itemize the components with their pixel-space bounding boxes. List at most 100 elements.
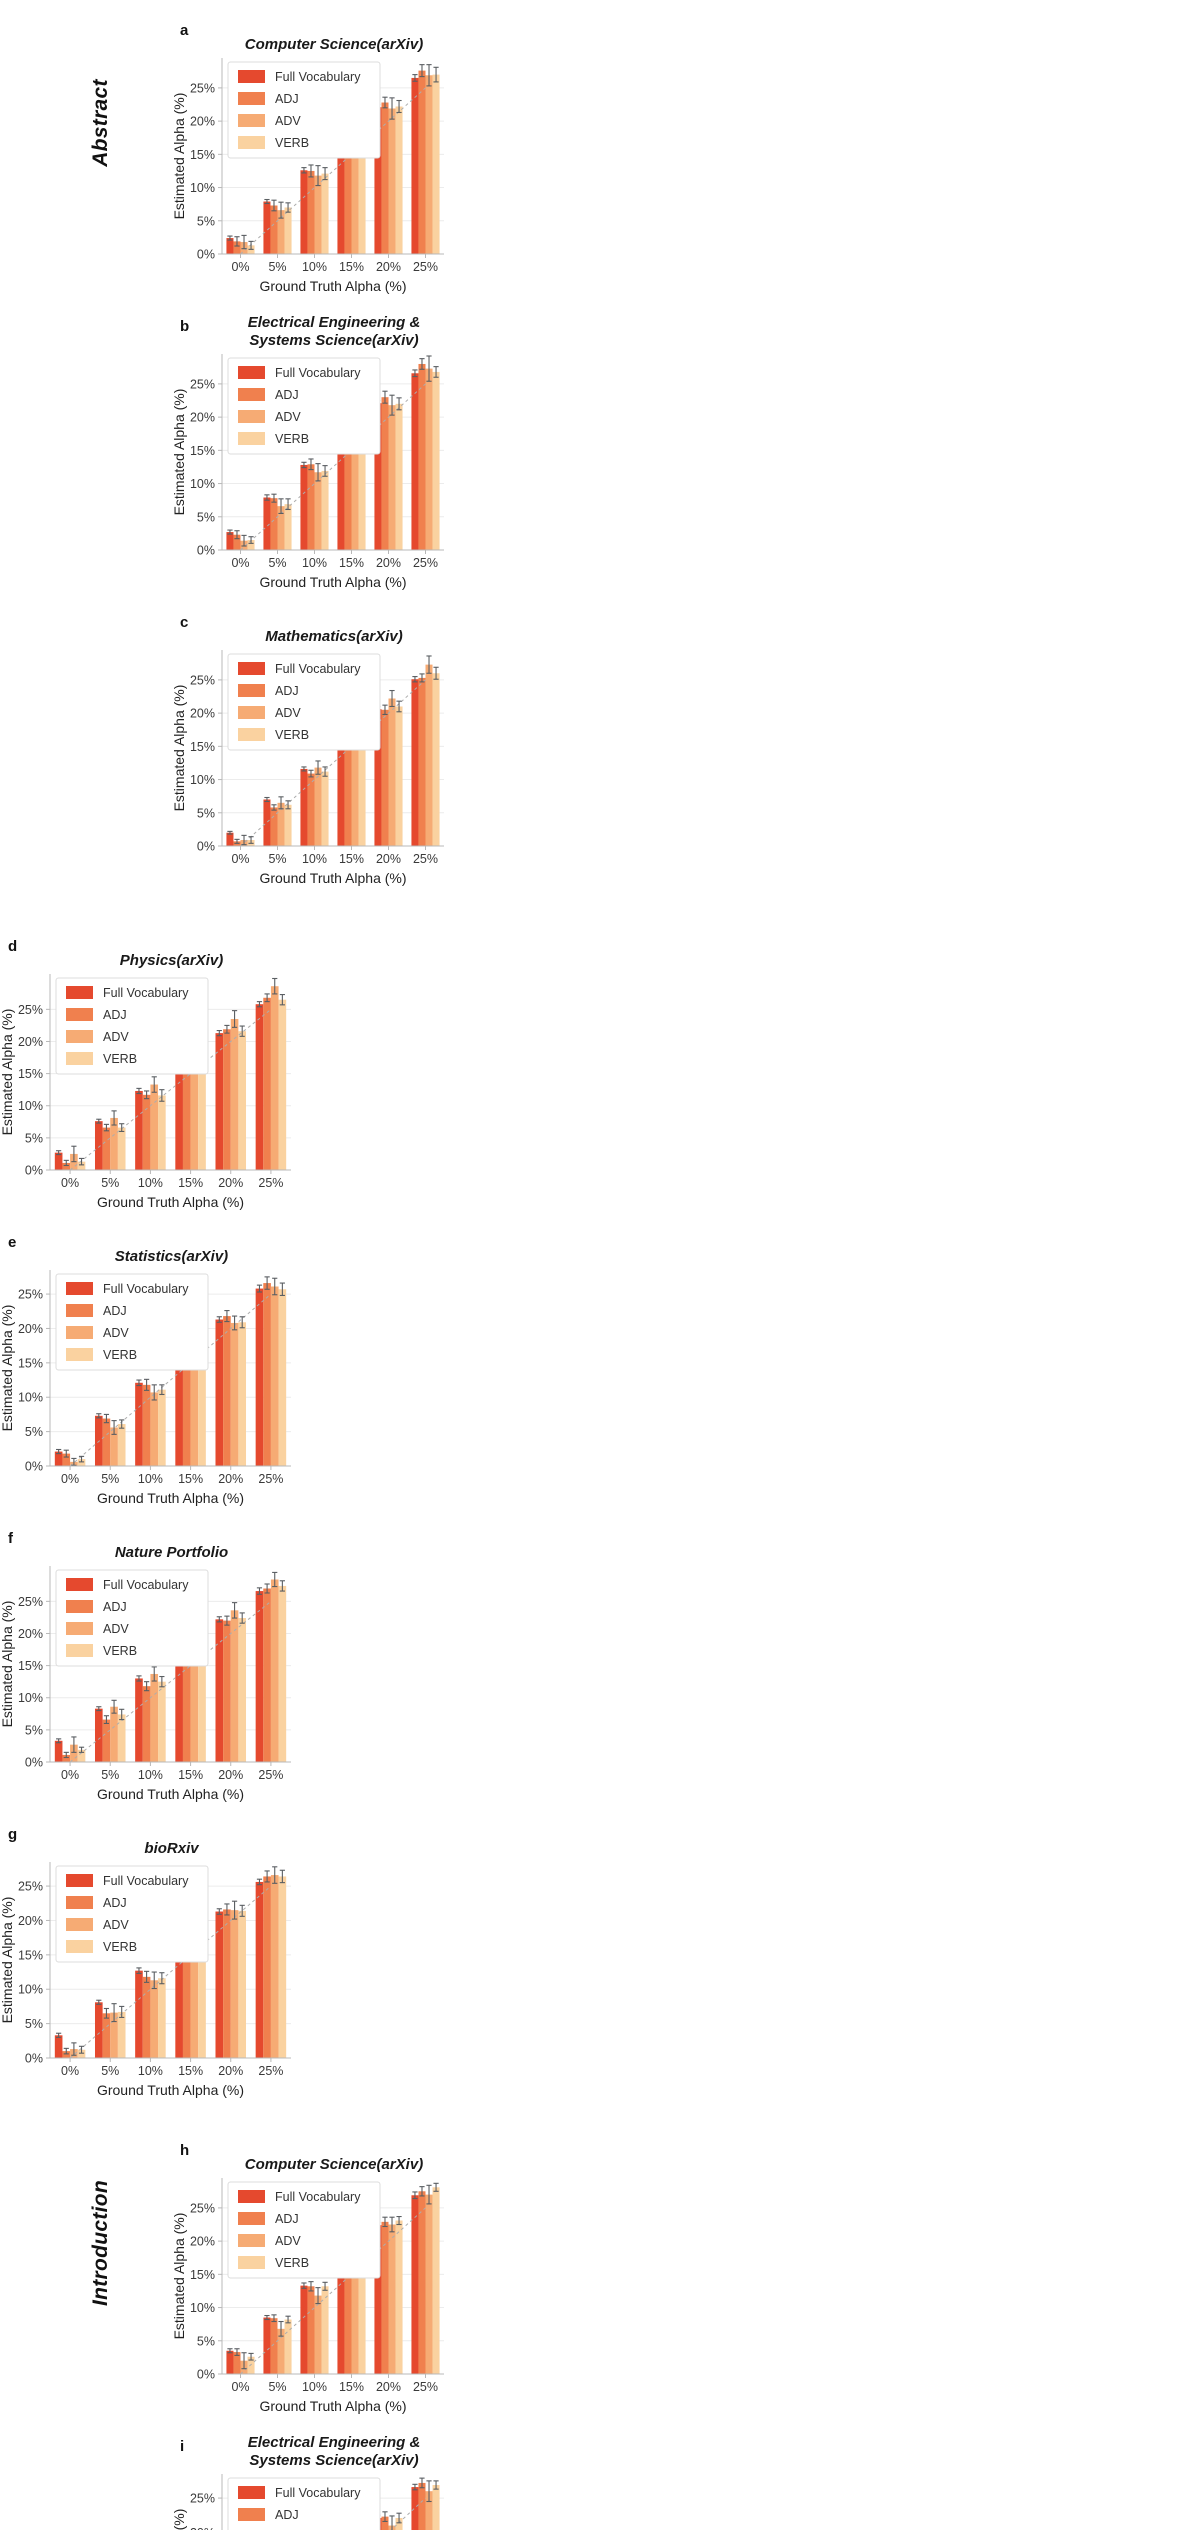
chart-title: bioRxiv: [46, 1840, 297, 1858]
x-axis-label: Ground Truth Alpha (%): [259, 2398, 406, 2414]
y-tick-label: 20%: [190, 115, 215, 129]
bars-full-vocabulary: [54, 1004, 264, 1170]
bar: [263, 2317, 271, 2374]
bar: [54, 1740, 63, 1762]
bar: [182, 1652, 191, 1762]
bar: [321, 470, 329, 550]
bar: [358, 140, 366, 254]
bar: [102, 1418, 111, 1466]
legend-swatch-verb: [238, 728, 265, 741]
legend-label: Full Vocabulary: [275, 70, 361, 84]
legend-label: ADV: [275, 706, 301, 720]
panel-letter: c: [180, 614, 189, 631]
panels-row-1: d Physics(arXiv) 0% 5% 10% 15% 20% 25% 0% 5% 10% 15…: [0, 926, 299, 2110]
y-tick-label: 10%: [190, 181, 215, 195]
bar: [238, 1910, 247, 2058]
y-tick-label: 0%: [25, 2052, 43, 2066]
legend-label: VERB: [275, 136, 309, 150]
legend-label: Full Vocabulary: [275, 2190, 361, 2204]
bar: [388, 2224, 396, 2374]
bar: [255, 1004, 264, 1170]
x-tick-label: 10%: [138, 1176, 163, 1190]
chart-canvas: 0% 5% 10% 15% 20% 25% 0% 5% 10% 15% 20% 25% Ground T…: [0, 1862, 291, 2098]
y-tick-label: 5%: [197, 806, 215, 820]
bar: [418, 2482, 426, 2530]
y-tick-label: 20%: [190, 707, 215, 721]
panel-header: d Physics(arXiv): [0, 926, 299, 970]
x-tick-label: 15%: [339, 556, 364, 570]
bar: [351, 733, 359, 846]
bar: [411, 373, 419, 550]
bar: [337, 739, 345, 846]
legend-label: ADV: [103, 1622, 129, 1636]
x-axis-label: Ground Truth Alpha (%): [259, 574, 406, 590]
legend-label: ADV: [275, 114, 301, 128]
figure-row-abstract-2: d Physics(arXiv) 0% 5% 10% 15% 20% 25% 0% 5% 10% 15…: [0, 926, 1196, 2110]
legend-swatch-full-vocabulary: [238, 662, 265, 675]
bar: [247, 540, 255, 550]
chart-canvas: 0% 5% 10% 15% 20% 25% 0% 5% 10% 15% 20% 25% Ground T…: [0, 1270, 291, 1506]
legend-label: ADV: [275, 410, 301, 424]
bar: [278, 1289, 287, 1466]
x-tick-label: 0%: [231, 260, 249, 274]
legend-swatch-adj: [238, 388, 265, 401]
x-tick-label: 10%: [138, 1472, 163, 1486]
bars-full-vocabulary: [226, 77, 419, 255]
x-tick-label: 20%: [218, 2064, 243, 2078]
legend-label: ADJ: [275, 2212, 299, 2226]
x-tick-label: 25%: [413, 2380, 438, 2394]
x-axis-label: Ground Truth Alpha (%): [97, 1194, 244, 1210]
legend-swatch-adj: [238, 684, 265, 697]
y-tick-label: 20%: [190, 2235, 215, 2249]
chart-canvas: 0% 5% 10% 15% 20% 25% 0% 5% 10% 15% 20% 25% Ground T…: [171, 354, 444, 590]
bar: [263, 1283, 271, 1466]
legend-swatch-adj: [66, 1304, 93, 1317]
bar: [277, 506, 285, 550]
bar: [198, 1355, 206, 1466]
x-tick-label: 10%: [302, 556, 327, 570]
legend-label: ADV: [103, 1326, 129, 1340]
bar: [418, 70, 426, 255]
panels-row-2: h Computer Science(arXiv) 0% 5% 10% 15% 20% 25%…: [171, 2130, 452, 2530]
bar: [158, 1389, 166, 1466]
bar: [411, 2487, 419, 2530]
bar: [135, 1090, 143, 1170]
panel-f: f Nature Portfolio 0% 5% 10% 15% 20% 25% 0% 5% 10%…: [0, 1518, 299, 1814]
bar: [300, 768, 308, 846]
bar: [418, 2191, 426, 2374]
y-tick-label: 25%: [18, 1288, 43, 1302]
x-tick-label: 0%: [61, 2064, 79, 2078]
bar: [284, 207, 292, 254]
bar: [307, 464, 315, 550]
legend-label: ADJ: [275, 2508, 299, 2522]
bar: [117, 2011, 126, 2058]
chart-canvas: 0% 5% 10% 15% 20% 25% 0% 5% 10% 15% 20% 25% Ground T…: [171, 650, 444, 886]
x-tick-label: 15%: [339, 260, 364, 274]
legend-swatch-full-vocabulary: [66, 1578, 93, 1591]
bar: [425, 664, 433, 846]
bar: [263, 997, 271, 1170]
x-tick-label: 5%: [101, 1176, 119, 1190]
bar: [270, 2318, 278, 2374]
legend-swatch-full-vocabulary: [238, 70, 265, 83]
x-tick-label: 5%: [268, 556, 286, 570]
bar: [321, 173, 329, 254]
bar: [230, 1910, 239, 2058]
panels-row-0: a Computer Science(arXiv) 0% 5% 10% 15% 20% 25%…: [171, 10, 452, 898]
bar: [182, 1062, 191, 1170]
x-axis: 0% 5% 10% 15% 20% 25%: [222, 253, 444, 274]
x-tick-label: 25%: [413, 852, 438, 866]
x-tick-label: 0%: [231, 2380, 249, 2394]
bar: [284, 504, 292, 550]
y-tick-label: 10%: [190, 2301, 215, 2315]
bar: [223, 1909, 231, 2058]
y-axis-label: Estimated Alpha (%): [0, 1897, 15, 2024]
bar: [432, 2485, 440, 2530]
x-tick-label: 5%: [268, 852, 286, 866]
bar: [278, 1876, 287, 2058]
bar: [270, 498, 278, 550]
